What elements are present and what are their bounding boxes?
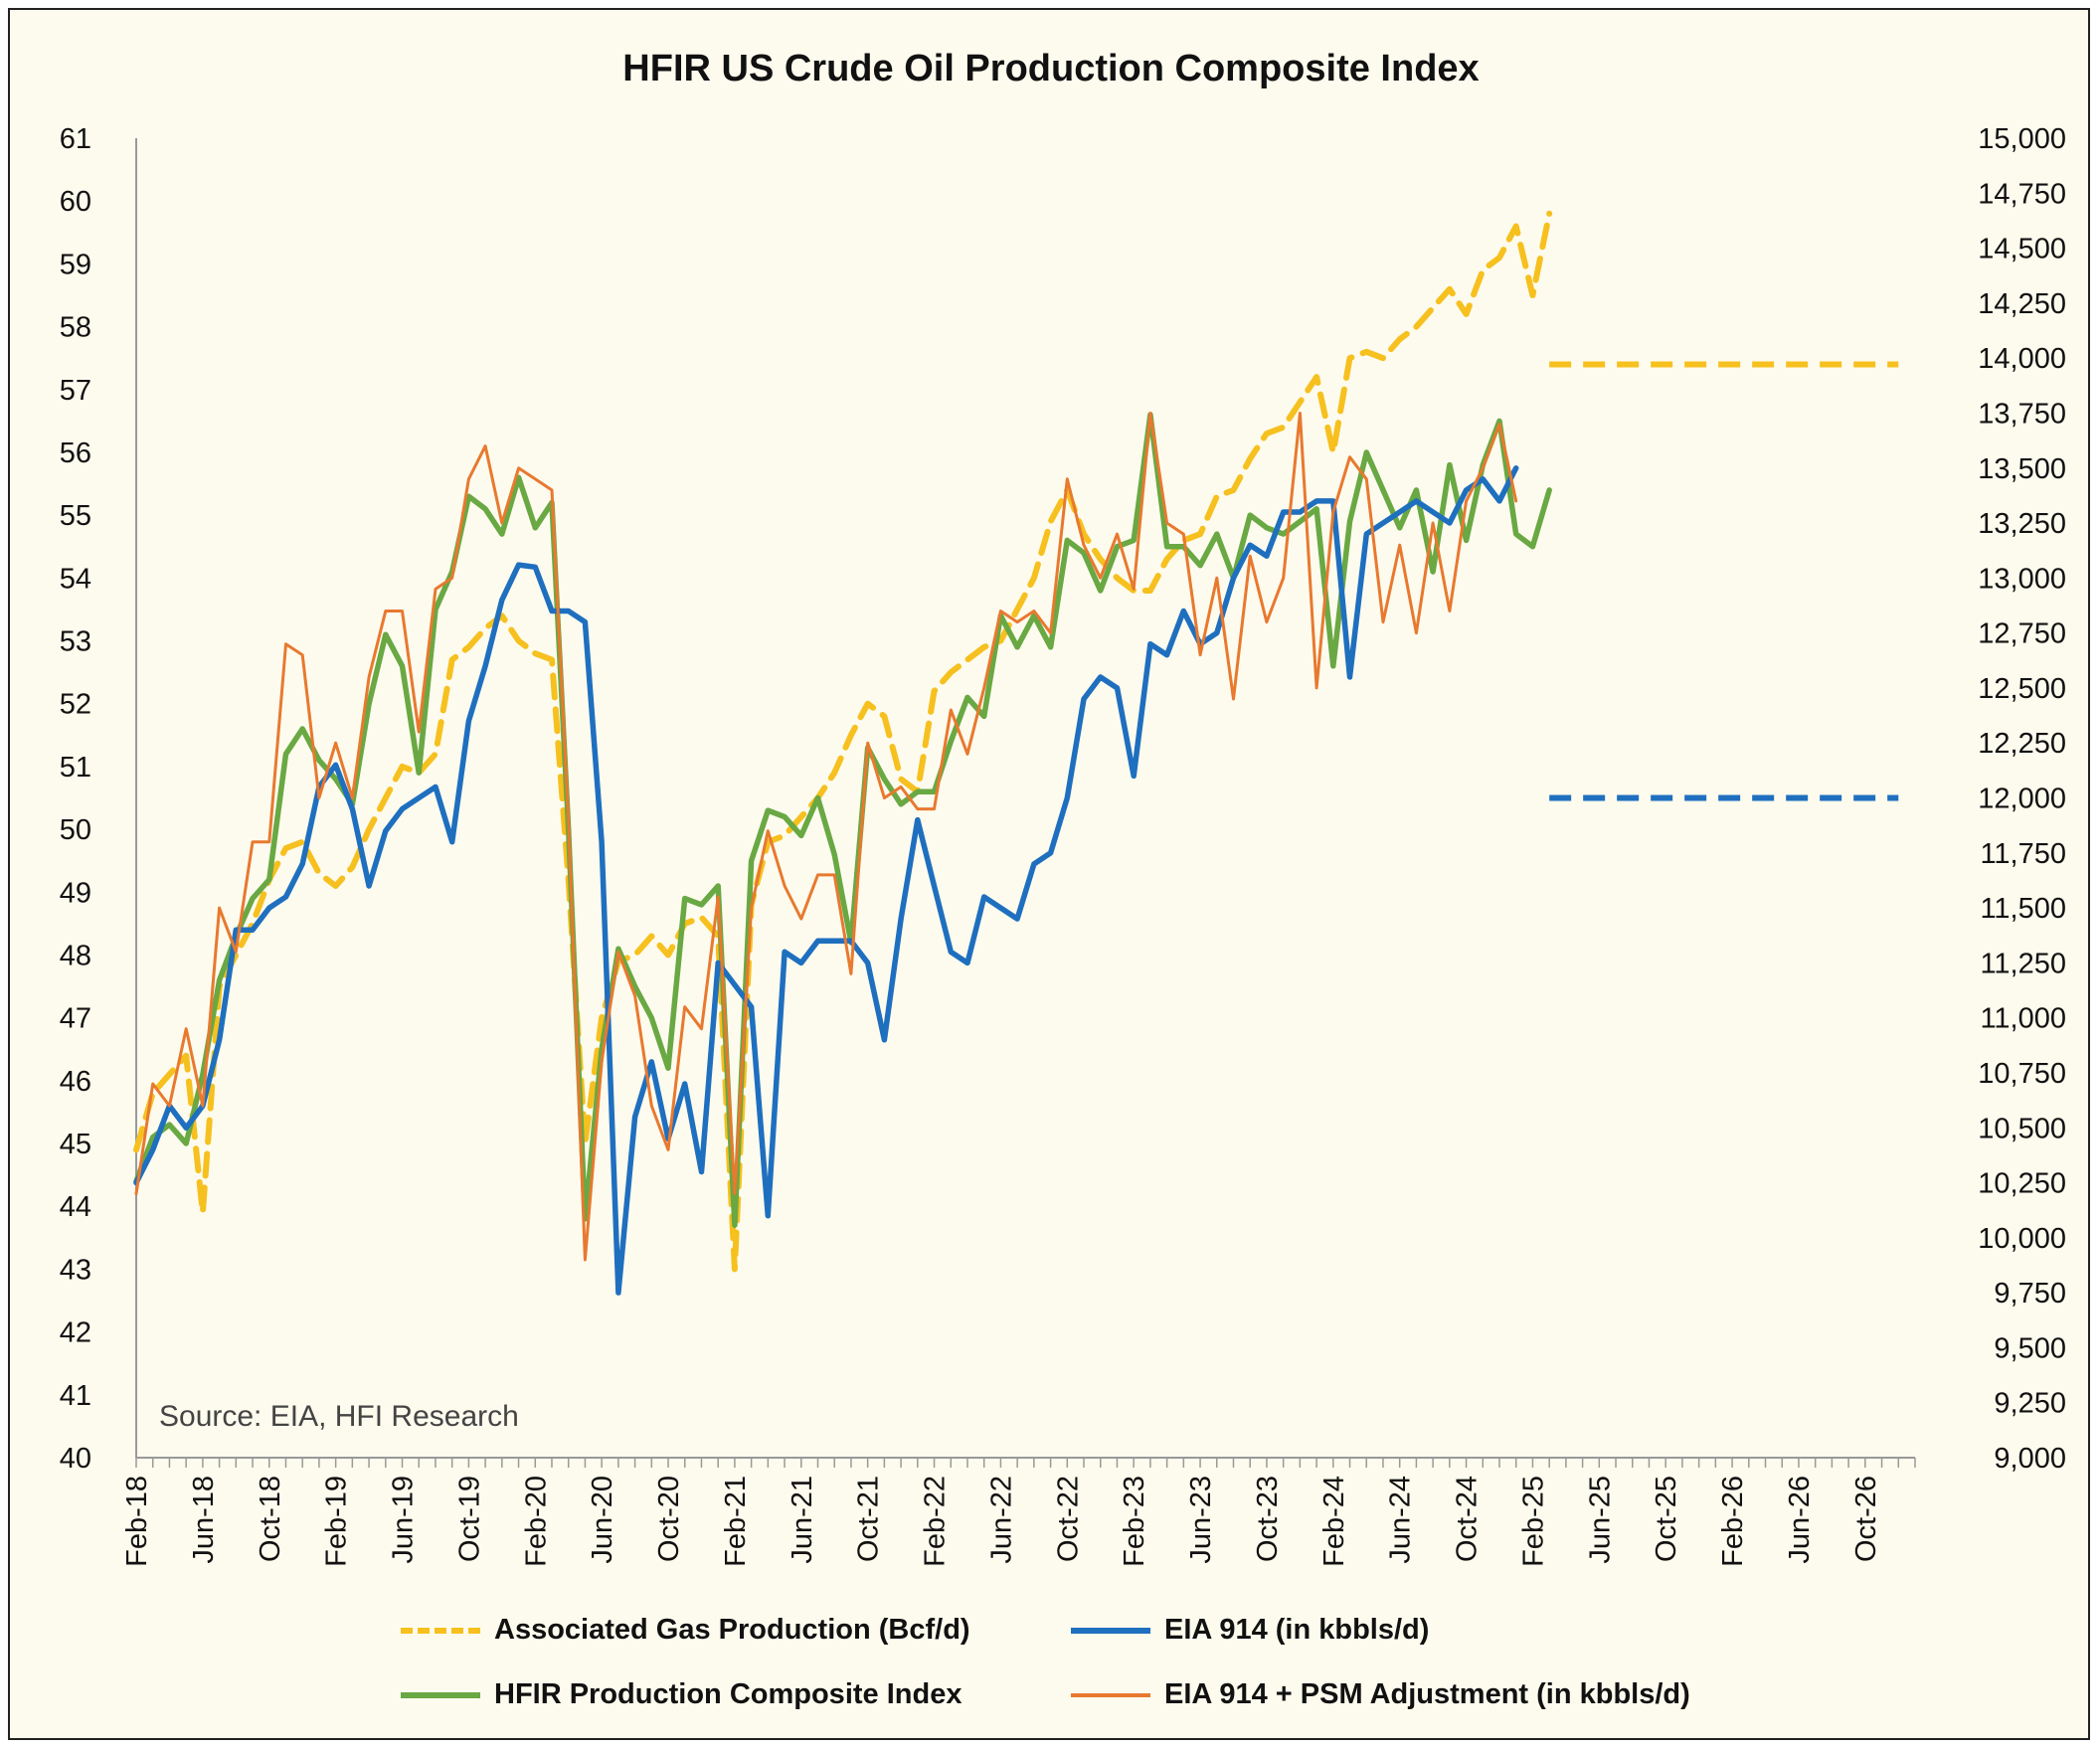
y-tick-label: 42	[60, 1317, 91, 1349]
y-tick-label: 50	[60, 814, 91, 846]
y2-tick-label: 14,500	[1978, 234, 2066, 265]
y-tick-label: 48	[60, 940, 91, 971]
y2-tick-label: 9,250	[1994, 1388, 2066, 1420]
x-tick-label: Jun-18	[188, 1476, 220, 1564]
x-tick-label: Oct-18	[255, 1476, 286, 1562]
x-tick-label: Jun-19	[388, 1476, 420, 1564]
legend-label-hfir: HFIR Production Composite Index	[494, 1678, 962, 1710]
x-tick-label: Oct-21	[853, 1476, 885, 1562]
legend-label-eia: EIA 914 (in kbbls/d)	[1164, 1614, 1430, 1646]
series-line-0	[133, 210, 1553, 1273]
x-tick-label: Oct-20	[653, 1476, 685, 1562]
y2-tick-label: 11,750	[1980, 838, 2066, 870]
x-tick-label: Oct-19	[453, 1476, 485, 1562]
x-tick-label: Feb-22	[920, 1476, 952, 1567]
y2-tick-label: 14,750	[1978, 178, 2066, 210]
x-tick-label: Feb-26	[1717, 1476, 1749, 1567]
y2-tick-label: 10,750	[1978, 1058, 2066, 1090]
y2-tick-label: 11,500	[1980, 893, 2066, 925]
legend-item-hfir: HFIR Production Composite Index	[401, 1678, 962, 1711]
legend-swatch-eia	[1071, 1621, 1150, 1641]
y-tick-label: 40	[60, 1443, 91, 1475]
y2-tick-label: 12,250	[1978, 728, 2066, 760]
y2-tick-label: 13,500	[1978, 453, 2066, 485]
x-tick-label: Feb-24	[1318, 1476, 1350, 1567]
x-tick-label: Jun-24	[1385, 1476, 1417, 1564]
y-tick-label: 55	[60, 500, 91, 532]
y2-tick-label: 14,000	[1978, 343, 2066, 375]
y2-tick-label: 9,750	[1994, 1278, 2066, 1310]
y-tick-label: 52	[60, 689, 91, 721]
x-tick-label: Oct-25	[1651, 1476, 1682, 1562]
y-tick-label: 56	[60, 438, 91, 469]
x-tick-label: Feb-20	[520, 1476, 552, 1567]
y2-tick-label: 10,000	[1978, 1223, 2066, 1255]
y-tick-label: 58	[60, 312, 91, 344]
y-tick-label: 53	[60, 626, 91, 658]
legend-item-eia: EIA 914 (in kbbls/d)	[1071, 1614, 1429, 1647]
y-tick-label: 57	[60, 375, 91, 407]
series-line-3	[134, 412, 1518, 1262]
series-line-2	[133, 412, 1552, 1228]
y2-tick-label: 13,000	[1978, 563, 2066, 595]
y2-tick-label: 12,000	[1978, 784, 2066, 815]
y2-tick-label: 13,750	[1978, 398, 2066, 430]
chart-plot: 40 41 42 43 44 45 46 47 48 49 50 51 52 53 54 55 56 57 58 59…	[60, 123, 2066, 1567]
x-tick-label: Jun-26	[1784, 1476, 1816, 1564]
y2-tick-label: 11,000	[1980, 1003, 2066, 1035]
chart-title: HFIR US Crude Oil Production Composite I…	[622, 48, 1480, 89]
y-tick-label: 51	[60, 752, 91, 784]
x-tick-label: Oct-24	[1452, 1476, 1484, 1562]
x-tick-label: Oct-22	[1052, 1476, 1084, 1562]
x-tick-label: Feb-21	[720, 1476, 752, 1567]
legend-swatch-psm	[1071, 1685, 1150, 1705]
y-tick-label: 46	[60, 1066, 91, 1098]
x-tick-label: Feb-25	[1517, 1476, 1549, 1567]
x-tick-label: Oct-23	[1252, 1476, 1284, 1562]
y2-tick-label: 12,500	[1978, 673, 2066, 705]
series-line-1	[133, 465, 1519, 1296]
y2-tick-label: 12,750	[1978, 618, 2066, 650]
legend-label-psm: EIA 914 + PSM Adjustment (in kbbls/d)	[1164, 1678, 1690, 1710]
y2-tick-label: 10,500	[1978, 1113, 2066, 1144]
y2-tick-label: 13,250	[1978, 508, 2066, 540]
x-tick-label: Feb-23	[1119, 1476, 1150, 1567]
x-tick-label: Jun-23	[1185, 1476, 1217, 1564]
y-tick-label: 61	[60, 123, 91, 155]
y-tick-label: 54	[60, 563, 91, 595]
source-note: Source: EIA, HFI Research	[159, 1400, 519, 1433]
y-tick-label: 49	[60, 877, 91, 909]
y2-tick-label: 9,000	[1994, 1443, 2066, 1475]
x-tick-label: Jun-25	[1584, 1476, 1616, 1564]
y-tick-label: 41	[60, 1380, 91, 1412]
x-tick-label: Feb-18	[121, 1476, 153, 1567]
y-tick-label: 47	[60, 1003, 91, 1035]
y-tick-label: 45	[60, 1129, 91, 1160]
x-tick-label: Oct-26	[1850, 1476, 1882, 1562]
y2-tick-label: 10,250	[1978, 1168, 2066, 1200]
y-tick-label: 60	[60, 186, 91, 218]
y2-tick-label: 15,000	[1978, 123, 2066, 155]
x-tick-label: Feb-19	[321, 1476, 353, 1567]
x-tick-label: Jun-22	[985, 1476, 1017, 1564]
y-tick-label: 43	[60, 1254, 91, 1286]
x-tick-label: Jun-20	[587, 1476, 618, 1564]
x-tick-label: Jun-21	[787, 1476, 818, 1564]
legend-item-gas: Associated Gas Production (Bcf/d)	[401, 1614, 970, 1647]
y2-tick-label: 14,250	[1978, 288, 2066, 320]
legend-item-psm: EIA 914 + PSM Adjustment (in kbbls/d)	[1071, 1678, 1690, 1711]
y2-tick-label: 9,500	[1994, 1332, 2066, 1364]
legend-swatch-hfir	[401, 1685, 480, 1705]
legend-swatch-gas	[401, 1621, 480, 1641]
y-tick-label: 44	[60, 1191, 91, 1223]
y-tick-label: 59	[60, 249, 91, 280]
y2-tick-label: 11,250	[1980, 948, 2066, 979]
chart-frame: HFIR US Crude Oil Production Composite I…	[8, 8, 2090, 1740]
legend-label-gas: Associated Gas Production (Bcf/d)	[494, 1614, 970, 1646]
